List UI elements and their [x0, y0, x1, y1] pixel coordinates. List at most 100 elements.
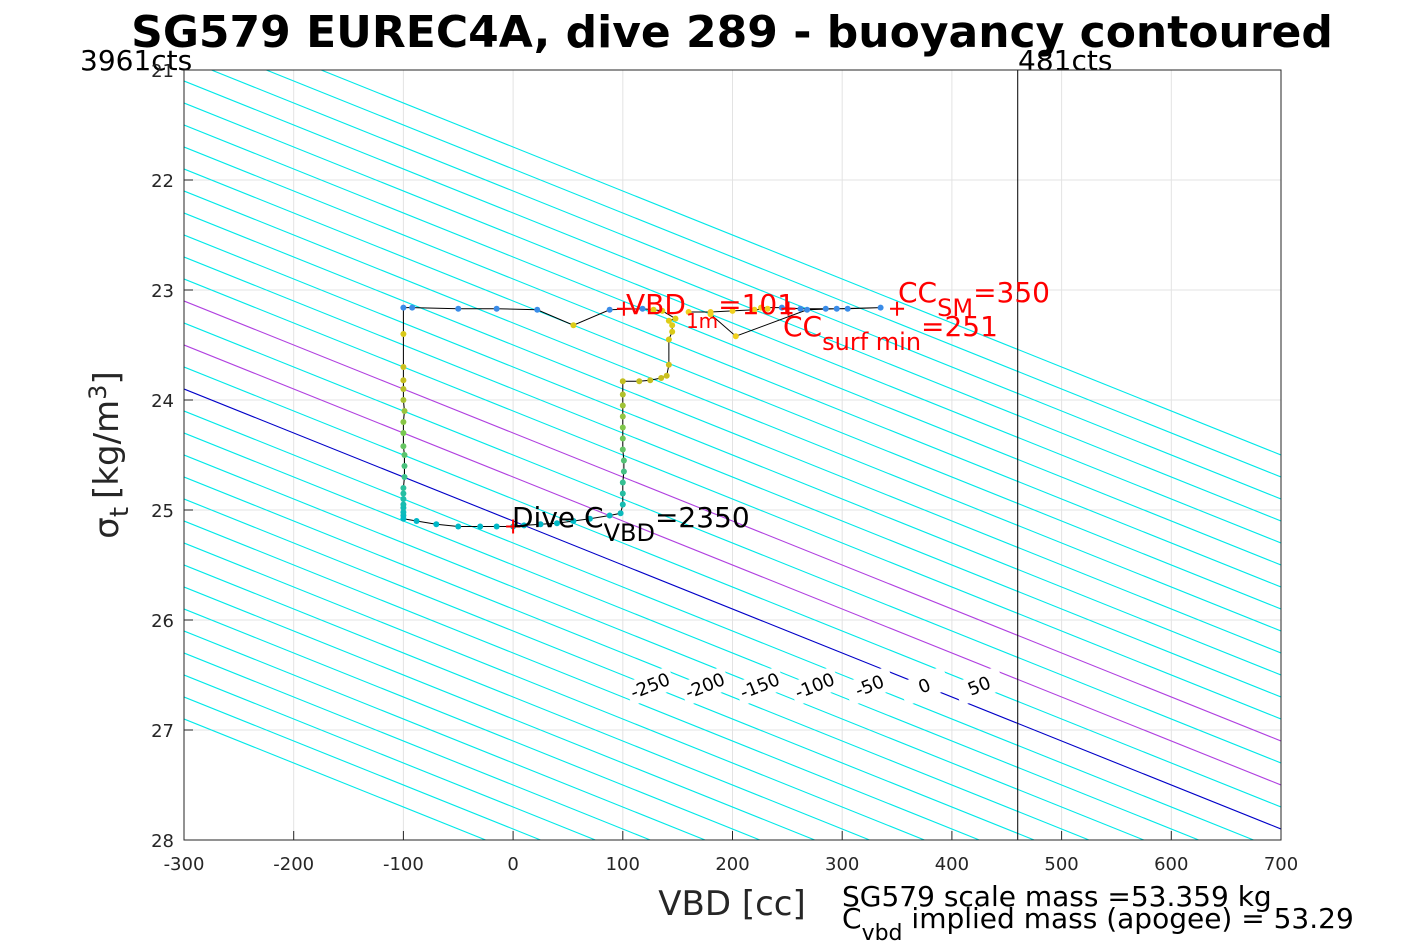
x-tick-label: 400 [935, 854, 969, 875]
buoyancy-contours [184, 70, 1281, 840]
track-point [493, 523, 500, 530]
y-axis-label-units-sup: 3 [84, 385, 112, 400]
contour-line [184, 168, 1281, 610]
y-tick-label: 25 [151, 501, 174, 522]
track-point [639, 305, 646, 312]
track-point [400, 377, 407, 384]
y-axis-label-symbol: σ [87, 517, 127, 539]
track-point [400, 430, 407, 436]
track-point [400, 509, 407, 516]
track-point [758, 304, 765, 311]
footer-implied-mass-sub: vbd [862, 921, 903, 945]
contour-line [184, 476, 1090, 840]
contour-line [266, 70, 1281, 478]
track-point [401, 474, 408, 480]
footer-implied-mass-rest: implied mass (apogee) = 53.29 [903, 902, 1354, 935]
track-point [619, 435, 626, 442]
track-point [455, 523, 462, 530]
track-point [620, 457, 627, 464]
annotation-vbd-1m-main: VBD [626, 288, 686, 321]
y-tick-label: 28 [151, 831, 174, 852]
track-point [537, 521, 544, 528]
contour-line [184, 586, 815, 840]
annotation-cc-surf-min-main: CC [783, 310, 822, 343]
contour-line [184, 410, 1254, 840]
contour-line [184, 388, 1281, 830]
track-point [553, 520, 560, 527]
annotation-cc-sm-value: =350 [973, 276, 1050, 309]
y-tick-label: 23 [151, 281, 174, 302]
contour-labels: -250 -200 -150 -100 -50 0 50 [623, 665, 1007, 707]
track-point [521, 522, 528, 529]
x-tick-label: 0 [507, 854, 518, 875]
left-corner-label: 3961cts [80, 44, 192, 77]
contour-line [184, 212, 1281, 654]
contour-line [184, 564, 870, 840]
track-point [493, 305, 500, 312]
contour-line [211, 70, 1281, 500]
track-point [619, 413, 626, 420]
x-tick-label: 100 [606, 854, 640, 875]
track-point [665, 361, 672, 368]
track-point [822, 305, 829, 312]
contour-label-bg [623, 665, 677, 707]
contour-label-bg [897, 665, 952, 707]
track-point [658, 375, 665, 381]
x-tick-label: 200 [715, 854, 749, 875]
track-point [636, 378, 643, 385]
annotation-cc-surf-min-sub: surf min [822, 328, 921, 356]
track-point [400, 485, 407, 491]
annotation-dive-c-vbd-main: Dive C [512, 501, 604, 534]
track-point [663, 372, 670, 379]
contour-label-bg [842, 665, 897, 707]
contour-line [184, 520, 980, 840]
track-point [400, 443, 407, 450]
track-point [409, 304, 416, 311]
y-axis-label: σt [kg/m3] [84, 371, 135, 538]
footer-implied-mass-main: C [842, 902, 862, 935]
track-point [764, 305, 771, 312]
annotation-vbd-1m: VBD1m=101 [626, 288, 795, 333]
track-point [401, 452, 408, 458]
track-point [619, 391, 626, 398]
contour-line [184, 696, 541, 840]
track-point [570, 518, 577, 524]
contour-line [184, 124, 1281, 566]
y-axis-label-units-close: ] [87, 371, 127, 384]
track-point [659, 307, 666, 314]
annotation-cc-surf-min-value: =251 [921, 310, 998, 343]
x-tick-label: -200 [273, 854, 314, 875]
track-point [729, 307, 736, 314]
contour-line [184, 344, 1281, 786]
track-point [877, 304, 884, 311]
y-axis-label-subscript: t [105, 507, 135, 517]
track-point [707, 311, 714, 318]
contour-line [184, 300, 1281, 742]
annotation-dive-c-vbd: Dive CVBD=2350 [512, 501, 750, 547]
contour-line [184, 652, 651, 840]
reference-marker [890, 301, 905, 316]
track-point [400, 304, 407, 311]
track-point [400, 331, 407, 337]
contour-line [184, 674, 596, 840]
track-point [400, 386, 407, 392]
track-point [401, 463, 408, 469]
track-point [650, 306, 657, 313]
contour-line [184, 498, 1035, 840]
annotation-dive-c-vbd-sub: VBD [604, 519, 655, 547]
track-point [570, 322, 577, 329]
contour-line [184, 234, 1281, 676]
annotation-cc-surf-min: CCsurf min=251 [783, 310, 998, 356]
track-point [400, 515, 407, 522]
footer-implied-mass: Cvbd implied mass (apogee) = 53.29 [842, 902, 1354, 945]
x-tick-label: 600 [1154, 854, 1188, 875]
track-point [433, 521, 440, 528]
contour-label-bg [952, 665, 1007, 707]
annotation-cc-sm-main: CC [898, 276, 937, 309]
y-axis-label-units: [kg/m [87, 400, 127, 499]
contour-line [184, 432, 1199, 840]
contour-line [184, 256, 1281, 698]
contour-label-bg [788, 665, 842, 707]
track-point [647, 377, 654, 384]
